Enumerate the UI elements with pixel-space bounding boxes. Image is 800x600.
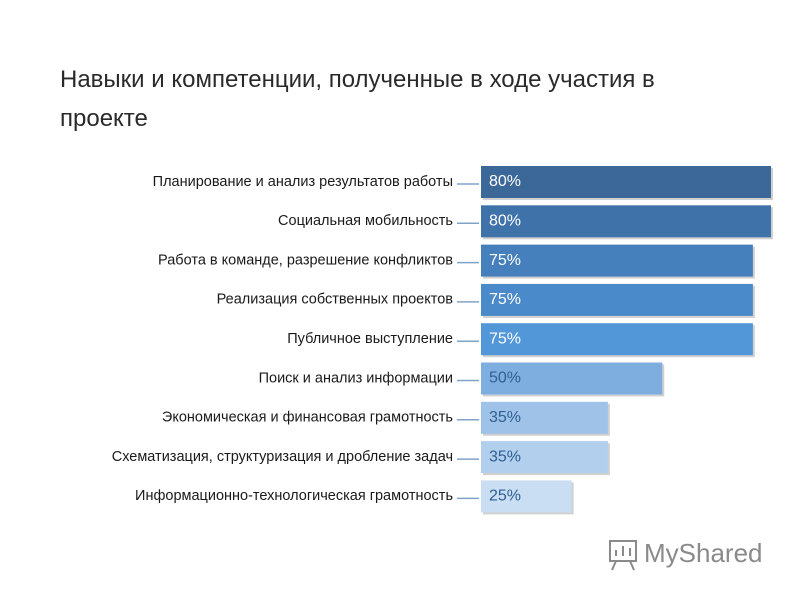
value-label: 75% (489, 291, 521, 308)
bar (481, 166, 771, 198)
value-label: 75% (489, 330, 521, 347)
bar (481, 244, 753, 277)
bar (481, 362, 663, 395)
value-label: 80% (489, 173, 521, 190)
bar (481, 441, 608, 474)
category-label: Планирование и анализ результатов работы (153, 174, 453, 190)
category-label: Экономическая и финансовая грамотность (162, 410, 453, 426)
bar (481, 205, 771, 238)
category-label: Информационно-технологическая грамотност… (135, 488, 453, 504)
watermark-icon (609, 540, 637, 571)
value-label: 35% (489, 448, 521, 465)
chart-title: Навыки и компетенции, полученные в ходе … (60, 66, 655, 132)
category-label: Работа в команде, разрешение конфликтов (158, 252, 453, 268)
category-label: Социальная мобильность (278, 213, 453, 229)
category-label: Публичное выступление (287, 331, 453, 347)
category-label: Реализация собственных проектов (217, 292, 454, 308)
bar (481, 480, 572, 513)
value-label: 25% (489, 488, 521, 505)
value-label: 35% (489, 409, 521, 426)
bar (481, 283, 753, 316)
bar (481, 323, 753, 356)
category-label: Поиск и анализ информации (259, 370, 453, 386)
value-label: 80% (489, 213, 521, 230)
value-label: 50% (489, 370, 521, 387)
watermark: MyShared (644, 538, 763, 568)
value-label: 75% (489, 252, 521, 269)
bar (481, 401, 608, 434)
category-label: Схематизация, структуризация и дробление… (112, 449, 453, 465)
